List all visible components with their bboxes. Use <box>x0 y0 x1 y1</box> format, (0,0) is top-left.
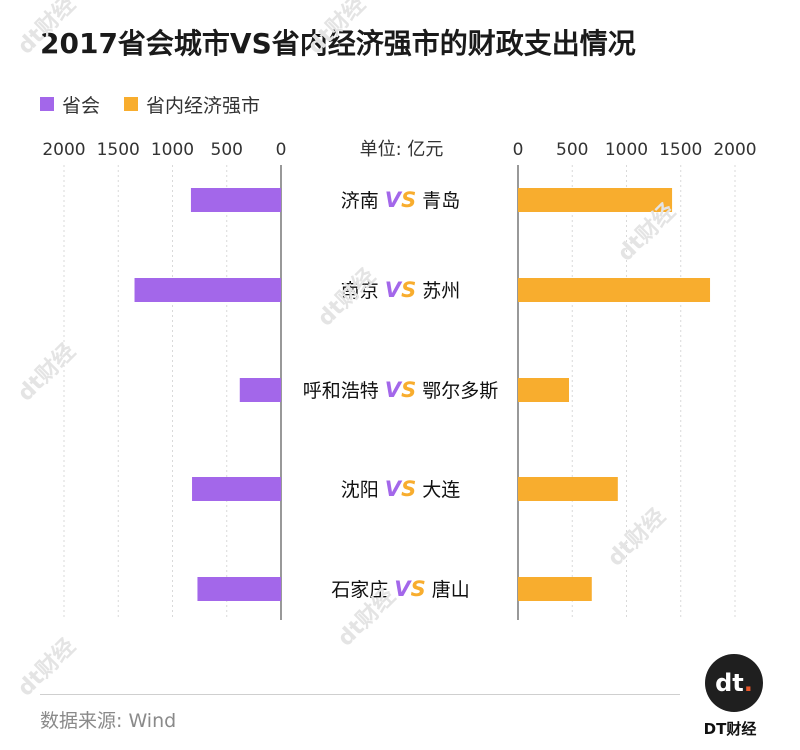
capital-city-name: 石家庄 <box>331 579 394 601</box>
pair-label: 南京 VS 苏州 <box>341 278 460 302</box>
legend-swatch-strong-city <box>124 97 139 111</box>
right-tick-label: 500 <box>556 140 588 160</box>
bar-provincial-capital <box>239 378 281 402</box>
bar-strong-city <box>518 278 711 302</box>
capital-city-name: 沈阳 <box>341 479 385 501</box>
strong-city-name: 苏州 <box>416 280 460 302</box>
vs-letter-v: V <box>385 188 403 212</box>
legend-item-provincial-capital: 省会 <box>40 91 100 118</box>
right-tick-label: 0 <box>513 140 524 160</box>
strong-city-name: 青岛 <box>416 190 460 212</box>
right-tick-label: 2000 <box>713 140 756 160</box>
vs-mark: VS <box>394 577 425 601</box>
left-tick-label: 0 <box>276 140 287 160</box>
left-tick-label: 1500 <box>97 140 140 160</box>
vs-letter-s: S <box>401 378 416 402</box>
chart-title: 2017省会城市VS省内经济强市的财政支出情况 <box>40 27 636 60</box>
bar-provincial-capital <box>192 477 281 501</box>
legend: 省会 省内经济强市 <box>40 91 284 118</box>
pair-label: 沈阳 VS 大连 <box>341 477 460 501</box>
legend-label-strong-city: 省内经济强市 <box>146 94 261 117</box>
legend-item-strong-city: 省内经济强市 <box>124 91 260 118</box>
left-tick-label: 2000 <box>42 140 85 160</box>
vs-mark: VS <box>385 278 416 302</box>
unit-label: 单位: 亿元 <box>360 139 444 160</box>
legend-label-provincial-capital: 省会 <box>62 94 101 117</box>
bar-strong-city <box>518 577 592 601</box>
vs-letter-v: V <box>385 477 403 501</box>
vs-mark: VS <box>385 378 416 402</box>
pair-label: 石家庄 VS 唐山 <box>331 577 469 601</box>
right-tick-label: 1000 <box>605 140 648 160</box>
vs-mark: VS <box>385 477 416 501</box>
vs-letter-v: V <box>385 278 403 302</box>
vs-letter-s: S <box>401 188 416 212</box>
vs-letter-v: V <box>385 378 403 402</box>
footer-divider <box>40 694 680 695</box>
strong-city-name: 大连 <box>416 479 460 501</box>
vs-letter-s: S <box>401 278 416 302</box>
capital-city-name: 南京 <box>341 280 385 302</box>
bar-strong-city <box>518 378 569 402</box>
vs-mark: VS <box>385 188 416 212</box>
bar-provincial-capital <box>190 188 281 212</box>
dt-logo-brand: DT财经 <box>703 720 757 738</box>
dt-logo-mark: dt. <box>705 654 763 712</box>
vs-letter-v: V <box>394 577 412 601</box>
vs-letter-s: S <box>411 577 426 601</box>
bar-strong-city <box>518 477 618 501</box>
right-tick-label: 1500 <box>659 140 702 160</box>
dt-logo: dt. DT财经 <box>702 654 766 739</box>
bar-provincial-capital <box>197 577 281 601</box>
vs-letter-s: S <box>401 477 416 501</box>
left-tick-label: 1000 <box>151 140 194 160</box>
pair-label: 济南 VS 青岛 <box>341 188 460 212</box>
left-tick-label: 500 <box>211 140 243 160</box>
bar-strong-city <box>518 188 673 212</box>
source-note: 数据来源: Wind <box>40 710 177 732</box>
strong-city-name: 唐山 <box>426 579 470 601</box>
capital-city-name: 济南 <box>341 190 385 212</box>
pair-label: 呼和浩特 VS 鄂尔多斯 <box>303 378 498 402</box>
bar-provincial-capital <box>134 278 281 302</box>
capital-city-name: 呼和浩特 <box>303 380 385 402</box>
legend-swatch-provincial-capital <box>40 97 54 111</box>
strong-city-name: 鄂尔多斯 <box>416 380 498 402</box>
